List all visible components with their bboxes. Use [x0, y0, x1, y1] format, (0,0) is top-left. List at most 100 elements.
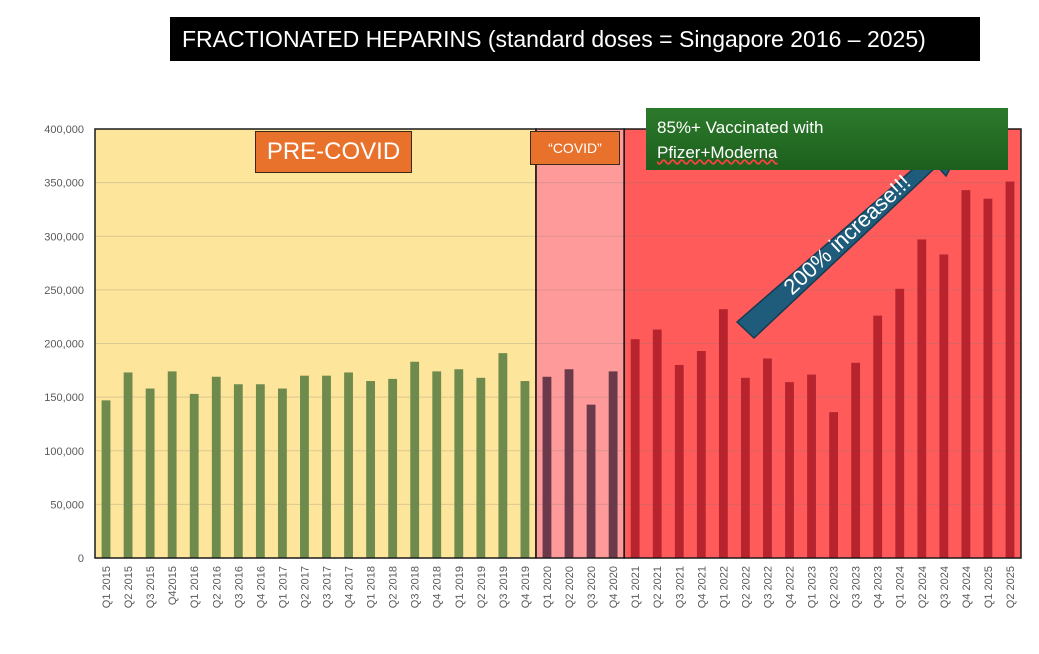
bar [520, 381, 530, 558]
y-tick-label: 0 [78, 553, 84, 565]
bar [322, 375, 331, 558]
x-tick-label: Q3 2019 [498, 566, 510, 608]
x-tick-label: Q4 2022 [785, 566, 797, 608]
x-tick-label: Q1 2015 [101, 566, 113, 608]
bar [1005, 181, 1015, 559]
bar [344, 372, 353, 558]
x-tick-label: Q1 2024 [895, 566, 907, 608]
x-tick-label: Q4 2018 [432, 566, 444, 608]
bar [388, 378, 398, 558]
x-tick-label: Q1 2019 [454, 566, 466, 608]
bar [674, 364, 684, 558]
x-tick-label: Q3 2022 [762, 566, 774, 608]
x-tick-label: Q42015 [167, 566, 179, 605]
bar [630, 339, 640, 558]
x-tick-label: Q1 2022 [718, 566, 730, 608]
bar [961, 190, 971, 558]
x-tick-label: Q3 2021 [674, 566, 686, 608]
x-tick-label: Q2 2020 [564, 566, 576, 608]
x-tick-label: Q1 2016 [189, 566, 201, 608]
x-tick-label: Q4 2017 [344, 566, 356, 608]
x-tick-label: Q3 2015 [145, 566, 157, 608]
bar [498, 353, 508, 558]
x-tick-label: Q1 2018 [366, 566, 378, 608]
bar [189, 393, 199, 558]
bar [652, 329, 662, 558]
bar [917, 239, 927, 558]
y-tick-label: 400,000 [44, 124, 84, 136]
precovid-label: PRE-COVID [255, 131, 412, 173]
bar [718, 309, 728, 558]
x-tick-label: Q1 2021 [630, 566, 642, 608]
y-axis: 0 50,000 100,000 150,000 200,000 250,000 300,0… [44, 124, 84, 565]
bar [432, 371, 442, 558]
x-tick-label: Q2 2023 [829, 566, 841, 608]
x-tick-label: Q4 2019 [520, 566, 532, 608]
x-tick-label: Q4 2016 [255, 566, 267, 608]
bar [300, 375, 309, 558]
y-tick-label: 350,000 [44, 178, 84, 190]
x-tick-label: Q4 2021 [696, 566, 708, 608]
x-tick-label: Q4 2020 [608, 566, 620, 608]
bar [807, 374, 816, 558]
bar [763, 358, 772, 558]
x-tick-label: Q1 2017 [277, 566, 289, 608]
y-tick-label: 300,000 [44, 231, 84, 243]
y-tick-label: 50,000 [50, 499, 84, 511]
bar [454, 369, 464, 558]
x-tick-label: Q2 2024 [917, 566, 929, 608]
bar [851, 362, 861, 558]
bar [255, 384, 265, 558]
x-tick-label: Q2 2018 [388, 566, 400, 608]
bar [366, 381, 376, 558]
bar [696, 351, 706, 558]
bar [145, 388, 155, 558]
period-background [624, 129, 1021, 558]
vaccinated-callout: 85%+ Vaccinated with Pfizer+Moderna [646, 108, 1008, 170]
bar [829, 412, 839, 558]
bar [167, 371, 177, 558]
bar [740, 377, 750, 558]
x-tick-label: Q3 2020 [586, 566, 598, 608]
x-tick-label: Q3 2024 [939, 566, 951, 608]
bar [873, 315, 883, 558]
bar [476, 377, 486, 558]
x-axis: Q1 2015 Q2 2015 Q3 2015 Q42015 Q1 2016 Q2 201… [101, 566, 1017, 608]
vaccinated-line-1: 85%+ Vaccinated with [657, 118, 824, 137]
x-tick-label: Q2 2015 [123, 566, 135, 608]
x-tick-label: Q1 2023 [807, 566, 819, 608]
vaccinated-line-2: Pfizer+Moderna [657, 143, 778, 162]
bar [586, 404, 596, 558]
y-tick-label: 150,000 [44, 392, 84, 404]
bar [233, 384, 243, 558]
bar [410, 361, 420, 558]
x-tick-label: Q3 2018 [410, 566, 422, 608]
bar [211, 376, 221, 558]
bar [123, 372, 133, 558]
bar [983, 198, 993, 558]
x-tick-label: Q3 2017 [322, 566, 334, 608]
y-tick-label: 200,000 [44, 339, 84, 351]
bar [277, 388, 287, 558]
chart-title: FRACTIONATED HEPARINS (standard doses = … [170, 17, 980, 61]
x-tick-label: Q4 2023 [873, 566, 885, 608]
x-tick-label: Q2 2025 [1005, 566, 1017, 608]
covid-label: “COVID” [530, 131, 620, 165]
bar [542, 376, 552, 558]
bar [101, 400, 111, 558]
x-tick-label: Q2 2019 [476, 566, 488, 608]
x-tick-label: Q2 2022 [740, 566, 752, 608]
x-tick-label: Q4 2024 [961, 566, 973, 608]
x-tick-label: Q3 2023 [851, 566, 863, 608]
x-tick-label: Q2 2017 [299, 566, 311, 608]
x-tick-label: Q2 2021 [652, 566, 664, 608]
bar [895, 288, 905, 558]
bars [101, 181, 1015, 559]
x-tick-label: Q1 2020 [542, 566, 554, 608]
bar [608, 371, 618, 558]
bar [785, 382, 794, 558]
bar [564, 369, 574, 558]
y-tick-label: 100,000 [44, 446, 84, 458]
y-tick-label: 250,000 [44, 285, 84, 297]
